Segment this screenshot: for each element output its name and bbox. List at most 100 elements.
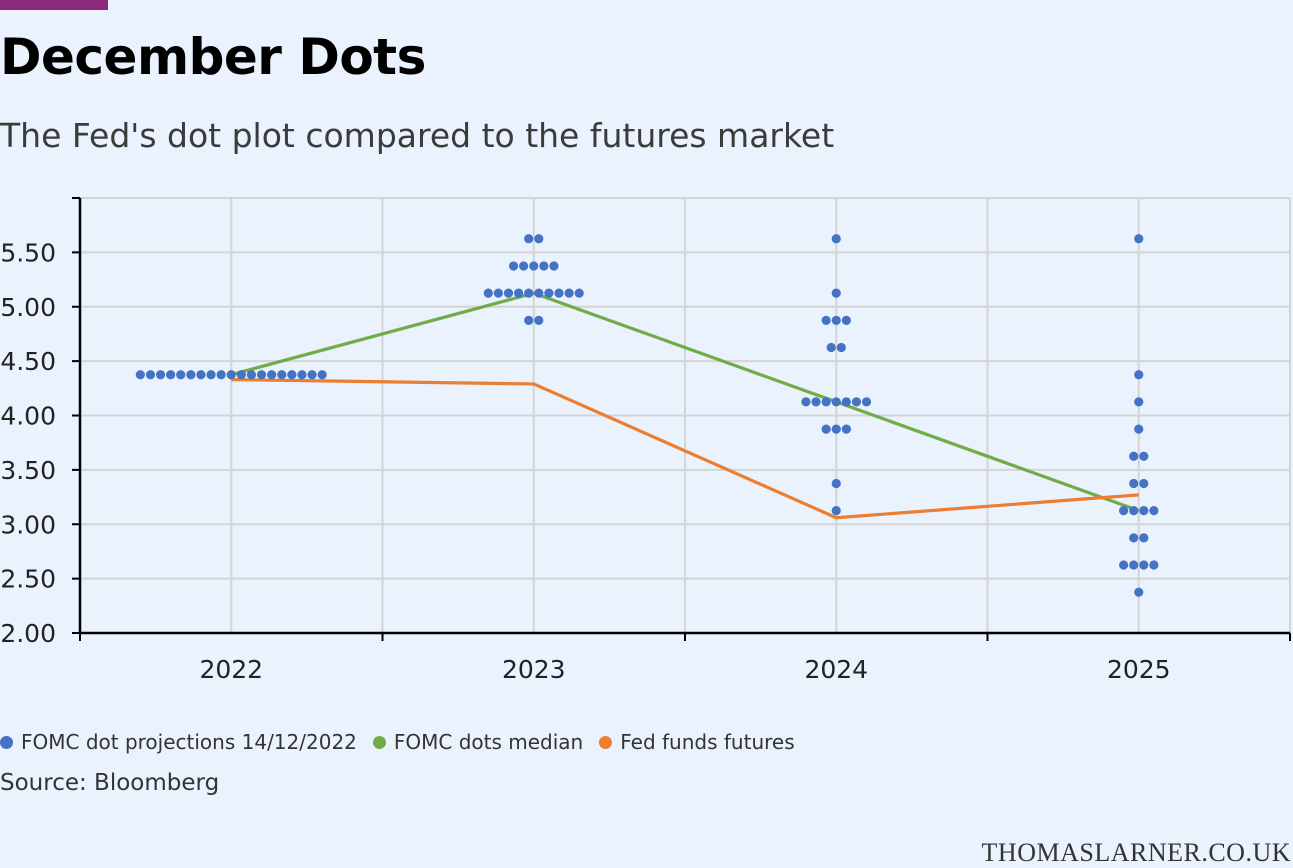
legend-item-futures: Fed funds futures	[599, 730, 795, 754]
dot-point	[1134, 587, 1144, 597]
dot-point	[544, 288, 554, 298]
dot-point	[524, 234, 534, 244]
dot-point	[831, 315, 841, 325]
dot-point	[503, 288, 514, 298]
dot-point	[861, 397, 872, 407]
dot-point	[1129, 533, 1139, 543]
dot-point	[811, 397, 821, 407]
x-tick-label: 2023	[502, 655, 566, 684]
dot-point	[196, 370, 206, 380]
dot-point	[524, 315, 534, 325]
x-tick-label: 2024	[804, 655, 868, 684]
y-tick-label: 4.00	[0, 402, 56, 431]
dot-point	[226, 370, 236, 380]
y-tick-label: 3.50	[0, 456, 56, 485]
dot-point	[145, 370, 156, 380]
dot-point	[549, 261, 559, 271]
dot-point	[831, 234, 841, 244]
dot-point	[186, 370, 196, 380]
x-tick-label: 2022	[199, 655, 263, 684]
dot-point	[841, 397, 851, 407]
legend-dot-blue-icon	[0, 735, 13, 749]
dot-point	[1139, 533, 1149, 543]
dot-point	[206, 370, 216, 380]
dot-point	[1149, 506, 1159, 516]
dot-point	[574, 288, 584, 298]
dot-point	[534, 234, 544, 244]
y-axis-tick-labels: 2.00 2.50 3.00 3.50 4.00 4.50 5.00 5.50	[0, 238, 56, 648]
dot-point	[821, 424, 831, 434]
dot-point	[1119, 560, 1129, 570]
chart-subtitle: The Fed's dot plot compared to the futur…	[0, 116, 835, 155]
dot-point	[529, 261, 539, 271]
dot-point	[317, 370, 327, 380]
dot-point	[155, 370, 166, 380]
dot-point	[821, 397, 831, 407]
gridlines	[80, 197, 1291, 633]
dot-point	[287, 370, 297, 380]
dot-point	[483, 288, 493, 298]
dot-point	[514, 288, 524, 298]
dot-point	[1134, 234, 1144, 244]
chart-title: December Dots	[0, 28, 426, 86]
dot-point	[166, 370, 176, 380]
dot-point	[1139, 560, 1149, 570]
dot-point	[564, 288, 574, 298]
series-lines	[230, 291, 1140, 520]
dot-point	[1134, 397, 1144, 407]
dot-point	[841, 424, 851, 434]
legend-dot-orange-icon	[599, 735, 613, 749]
dot-point	[277, 370, 287, 380]
dot-point	[534, 315, 544, 325]
legend-label-median: FOMC dots median	[393, 730, 584, 754]
legend-item-dots: FOMC dot projections 14/12/2022	[0, 730, 357, 754]
y-tick-label: 3.00	[0, 510, 56, 539]
dot-point	[1139, 451, 1149, 461]
dot-point	[256, 370, 267, 380]
legend-dot-green-icon	[372, 735, 386, 749]
dot-point	[216, 370, 226, 380]
dot-point	[1129, 506, 1139, 516]
dot-point	[801, 397, 811, 407]
dot-point	[831, 478, 841, 489]
dot-point	[176, 370, 186, 380]
x-axis-tick-labels: 2022 2023 2024 2025	[199, 655, 1170, 684]
dot-point	[524, 288, 534, 298]
y-tick-label: 5.50	[0, 238, 56, 267]
dot-point	[1139, 506, 1149, 516]
dot-point	[1129, 451, 1139, 461]
legend: FOMC dot projections 14/12/2022 FOMC dot…	[0, 730, 811, 754]
dot-point	[1134, 424, 1144, 434]
futures-line	[231, 378, 1139, 520]
dot-projections	[135, 234, 1159, 597]
dot-point	[539, 261, 549, 271]
y-tick-label: 4.50	[0, 347, 56, 376]
dot-point	[1139, 478, 1149, 489]
axes	[72, 197, 1291, 641]
dot-point	[831, 424, 841, 434]
dot-point	[1134, 370, 1144, 380]
dot-point	[493, 288, 503, 298]
dot-point	[836, 342, 846, 353]
median-line	[230, 291, 1140, 513]
dot-point	[826, 342, 836, 353]
dot-point	[508, 261, 519, 271]
dot-point	[831, 506, 841, 516]
brand-watermark: THOMASLARNER.CO.UK	[981, 838, 1291, 867]
dot-point	[1129, 478, 1139, 489]
dot-point	[307, 370, 317, 380]
dot-point	[519, 261, 529, 271]
dot-point	[534, 288, 544, 298]
dot-point	[267, 370, 277, 380]
x-tick-label: 2025	[1107, 655, 1171, 684]
source-note: Source: Bloomberg	[0, 770, 220, 796]
dot-point	[246, 370, 257, 380]
dot-point	[1129, 560, 1139, 570]
dot-point	[1149, 560, 1159, 570]
dot-point	[297, 370, 307, 380]
legend-label-futures: Fed funds futures	[620, 730, 795, 754]
dot-point	[236, 370, 246, 380]
dot-point	[841, 315, 851, 325]
y-tick-label: 2.50	[0, 565, 56, 594]
dot-point	[135, 370, 145, 380]
